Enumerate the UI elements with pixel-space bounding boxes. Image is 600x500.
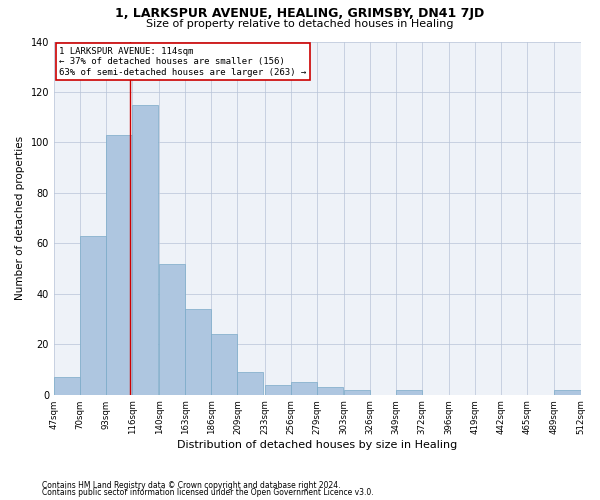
- Bar: [290, 382, 317, 394]
- Bar: [344, 390, 370, 394]
- Text: Size of property relative to detached houses in Healing: Size of property relative to detached ho…: [146, 19, 454, 29]
- Text: Contains HM Land Registry data © Crown copyright and database right 2024.: Contains HM Land Registry data © Crown c…: [42, 480, 341, 490]
- X-axis label: Distribution of detached houses by size in Healing: Distribution of detached houses by size …: [177, 440, 457, 450]
- Bar: [106, 135, 132, 394]
- Bar: [54, 377, 80, 394]
- Bar: [185, 309, 211, 394]
- Text: Contains public sector information licensed under the Open Government Licence v3: Contains public sector information licen…: [42, 488, 374, 497]
- Y-axis label: Number of detached properties: Number of detached properties: [15, 136, 25, 300]
- Bar: [554, 390, 581, 394]
- Bar: [159, 264, 185, 394]
- Text: 1, LARKSPUR AVENUE, HEALING, GRIMSBY, DN41 7JD: 1, LARKSPUR AVENUE, HEALING, GRIMSBY, DN…: [115, 8, 485, 20]
- Bar: [238, 372, 263, 394]
- Text: 1 LARKSPUR AVENUE: 114sqm
← 37% of detached houses are smaller (156)
63% of semi: 1 LARKSPUR AVENUE: 114sqm ← 37% of detac…: [59, 47, 307, 76]
- Bar: [396, 390, 422, 394]
- Bar: [317, 387, 343, 394]
- Bar: [132, 104, 158, 395]
- Bar: [265, 384, 290, 394]
- Bar: [211, 334, 238, 394]
- Bar: [80, 236, 106, 394]
